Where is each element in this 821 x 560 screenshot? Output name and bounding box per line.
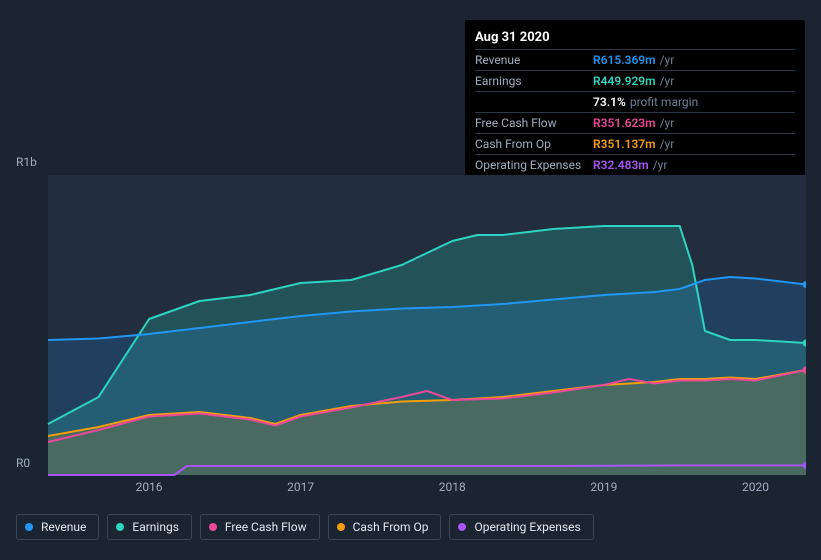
tooltip-row-value: R615.369m bbox=[593, 53, 656, 67]
tooltip-row: Free Cash FlowR351.623m/yr bbox=[475, 112, 795, 133]
legend-item-fcf[interactable]: Free Cash Flow bbox=[200, 514, 320, 540]
tooltip-row-label bbox=[475, 95, 593, 109]
legend-item-revenue[interactable]: Revenue bbox=[16, 514, 99, 540]
legend-swatch bbox=[25, 523, 33, 531]
tooltip-row-label: Cash From Op bbox=[475, 137, 593, 151]
tooltip-row-value: 73.1% bbox=[593, 95, 626, 109]
tooltip-row-label: Revenue bbox=[475, 53, 593, 67]
tooltip-row: EarningsR449.929m/yr bbox=[475, 70, 795, 91]
legend: Revenue Earnings Free Cash Flow Cash From O… bbox=[16, 514, 594, 540]
x-axis-labels: 2016 2017 2018 2019 2020 bbox=[48, 480, 806, 500]
tooltip-row: RevenueR615.369m/yr bbox=[475, 49, 795, 70]
x-axis-tick-label: 2019 bbox=[590, 480, 617, 494]
x-axis-tick-label: 2016 bbox=[136, 480, 163, 494]
tooltip-row-suffix: /yr bbox=[660, 74, 675, 88]
chart-svg bbox=[16, 155, 806, 485]
chart-container: Aug 31 2020 RevenueR615.369m/yrEarningsR… bbox=[0, 0, 821, 560]
legend-label: Cash From Op bbox=[353, 520, 429, 534]
legend-swatch bbox=[458, 523, 466, 531]
x-axis-tick-label: 2018 bbox=[439, 480, 466, 494]
legend-item-opex[interactable]: Operating Expenses bbox=[449, 514, 593, 540]
legend-label: Free Cash Flow bbox=[225, 520, 307, 534]
legend-swatch bbox=[116, 523, 124, 531]
legend-label: Operating Expenses bbox=[474, 520, 580, 534]
tooltip-row-value: R351.623m bbox=[593, 116, 656, 130]
chart-plot bbox=[16, 155, 806, 505]
tooltip-row-suffix: /yr bbox=[660, 137, 675, 151]
tooltip-row-suffix: profit margin bbox=[630, 95, 698, 109]
legend-item-cashop[interactable]: Cash From Op bbox=[328, 514, 442, 540]
tooltip-row: 73.1% profit margin bbox=[475, 91, 795, 112]
legend-swatch bbox=[209, 523, 217, 531]
tooltip-date: Aug 31 2020 bbox=[475, 28, 795, 49]
tooltip-row-suffix: /yr bbox=[660, 116, 675, 130]
x-axis-tick-label: 2020 bbox=[742, 480, 769, 494]
legend-label: Revenue bbox=[41, 520, 86, 534]
tooltip-row-value: R449.929m bbox=[593, 74, 656, 88]
tooltip-row: Cash From OpR351.137m/yr bbox=[475, 133, 795, 154]
tooltip-row-label: Free Cash Flow bbox=[475, 116, 593, 130]
legend-swatch bbox=[337, 523, 345, 531]
tooltip-row-suffix: /yr bbox=[660, 53, 675, 67]
legend-item-earnings[interactable]: Earnings bbox=[107, 514, 192, 540]
legend-label: Earnings bbox=[132, 520, 179, 534]
tooltip-row-label: Earnings bbox=[475, 74, 593, 88]
tooltip-row-value: R351.137m bbox=[593, 137, 656, 151]
x-axis-tick-label: 2017 bbox=[287, 480, 314, 494]
